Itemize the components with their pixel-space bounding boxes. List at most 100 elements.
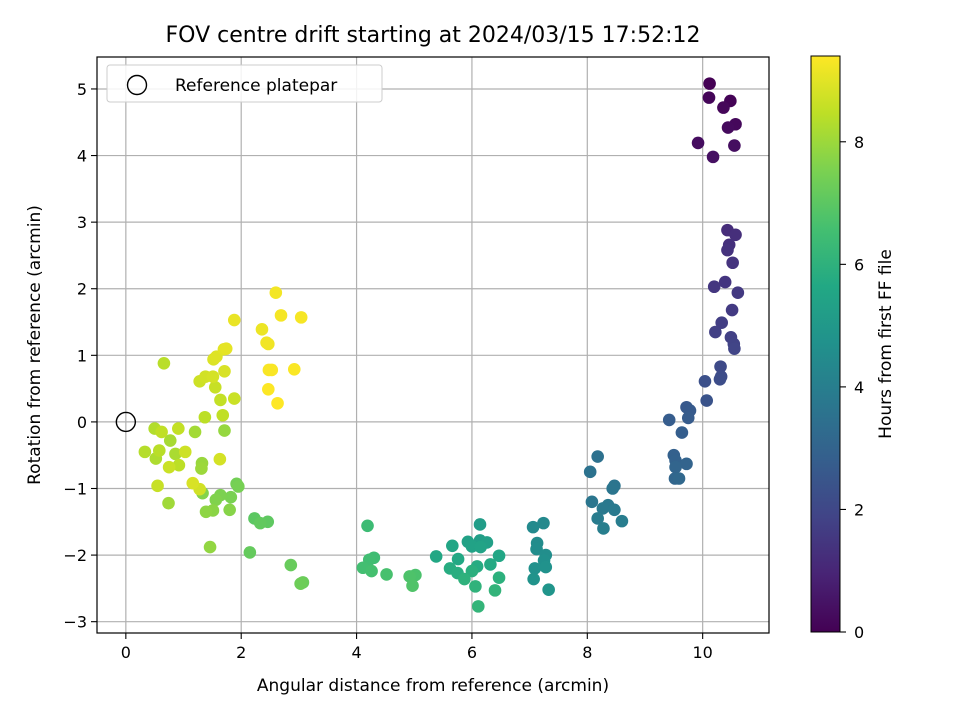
y-tick-label: 2 bbox=[77, 280, 87, 299]
y-tick-label: 4 bbox=[77, 147, 87, 166]
scatter-point bbox=[152, 444, 166, 457]
scatter-point bbox=[199, 505, 213, 519]
scatter-point bbox=[227, 313, 241, 327]
scatter-point bbox=[606, 482, 619, 495]
scatter-point bbox=[484, 558, 497, 571]
colorbar-ticks: 0 2 4 6 8 bbox=[840, 133, 864, 642]
scatter-point bbox=[155, 425, 168, 439]
scatter-point bbox=[203, 540, 217, 554]
scatter-point bbox=[718, 275, 732, 289]
scatter-point bbox=[232, 480, 245, 493]
y-tick-label: 0 bbox=[77, 413, 87, 432]
scatter-point bbox=[188, 425, 202, 439]
legend-box bbox=[106, 64, 383, 103]
legend: Reference platepar bbox=[106, 64, 383, 103]
scatter-point bbox=[714, 360, 727, 373]
scatter-point bbox=[284, 558, 298, 572]
colorbar: 0 2 4 6 8 Hours from first FF file bbox=[810, 55, 896, 642]
scatter-point bbox=[591, 512, 604, 525]
scatter-point bbox=[253, 516, 267, 530]
scatter-point bbox=[488, 584, 502, 597]
scatter-point bbox=[702, 91, 716, 104]
scatter-point bbox=[265, 363, 279, 377]
scatter-point bbox=[227, 392, 241, 405]
scatter-point bbox=[186, 476, 200, 490]
scatter-point bbox=[365, 564, 378, 578]
scatter-point bbox=[287, 363, 301, 376]
scatter-point bbox=[717, 101, 730, 114]
legend-reference-marker bbox=[126, 74, 148, 96]
x-tick-label: 6 bbox=[467, 643, 477, 662]
scatter-point bbox=[169, 447, 182, 461]
scatter-point bbox=[178, 445, 192, 459]
scatter-point bbox=[725, 303, 739, 317]
scatter-point bbox=[608, 503, 621, 517]
reference-layer bbox=[115, 411, 137, 433]
scatter-point bbox=[465, 564, 479, 578]
scatter-point bbox=[162, 496, 175, 510]
y-tick-label: −1 bbox=[63, 480, 87, 499]
scatter-point bbox=[615, 514, 629, 528]
scatter-point bbox=[469, 580, 482, 593]
scatter-point bbox=[262, 382, 275, 396]
scatter-point bbox=[729, 228, 742, 242]
scatter-point bbox=[151, 479, 164, 493]
scatter-point bbox=[380, 568, 393, 581]
scatter-point bbox=[709, 325, 722, 339]
colorbar-gradient bbox=[810, 55, 841, 633]
scatter-point bbox=[597, 522, 610, 535]
scatter-point bbox=[214, 393, 227, 407]
x-tick-label: 4 bbox=[351, 643, 361, 662]
scatter-point bbox=[707, 280, 721, 294]
scatter-point bbox=[274, 309, 288, 322]
scatter-point bbox=[492, 571, 506, 585]
y-tick-label: −2 bbox=[63, 546, 87, 565]
colorbar-tick-label: 4 bbox=[854, 378, 864, 397]
y-tick-label: −3 bbox=[63, 613, 87, 632]
scatter-point bbox=[675, 426, 689, 439]
scatter-point bbox=[163, 434, 177, 447]
scatter-point bbox=[198, 410, 212, 424]
scatter-point bbox=[206, 370, 220, 383]
scatter-point bbox=[691, 136, 705, 150]
scatter-point bbox=[700, 394, 714, 407]
scatter-point bbox=[219, 342, 233, 355]
plot-frame bbox=[96, 56, 770, 634]
x-tick-label: 2 bbox=[236, 643, 246, 662]
scatter-point bbox=[157, 357, 171, 370]
scatter-point bbox=[726, 256, 739, 270]
scatter-point bbox=[271, 396, 284, 410]
scatter-point bbox=[474, 540, 487, 554]
scatter-point bbox=[528, 562, 542, 575]
scatter-point bbox=[172, 458, 186, 472]
y-tick-label: 5 bbox=[77, 80, 87, 99]
scatter-point bbox=[218, 365, 231, 378]
scatter-point bbox=[216, 408, 230, 422]
scatter-point bbox=[294, 311, 308, 324]
scatter-point bbox=[591, 450, 604, 463]
chart-title: FOV centre drift starting at 2024/03/15 … bbox=[166, 23, 701, 48]
scatter-point bbox=[583, 465, 597, 479]
scatter-point bbox=[446, 539, 459, 553]
scatter-point bbox=[526, 520, 540, 534]
x-axis-label: Angular distance from reference (arcmin) bbox=[257, 676, 609, 696]
scatter-point bbox=[224, 490, 238, 504]
scatter-point bbox=[209, 493, 223, 507]
scatter-point bbox=[429, 550, 443, 563]
scatter-point bbox=[728, 342, 741, 355]
scatter-point bbox=[269, 286, 283, 300]
colorbar-tick-label: 8 bbox=[854, 133, 864, 152]
colorbar-label: Hours from first FF file bbox=[876, 249, 896, 439]
legend-entry: Reference platepar bbox=[175, 76, 337, 96]
y-axis: −3 −2 −1 0 1 2 3 4 5 bbox=[63, 80, 97, 632]
scatter-point bbox=[681, 411, 695, 425]
scatter-point bbox=[672, 472, 686, 485]
scatter-point bbox=[471, 600, 485, 613]
scatter-point bbox=[492, 549, 506, 563]
scatter-point bbox=[361, 519, 374, 533]
scatter-point bbox=[473, 518, 487, 531]
scatter-point bbox=[406, 579, 419, 593]
scatter-point bbox=[542, 583, 555, 597]
y-axis-label: Rotation from reference (arcmin) bbox=[25, 205, 45, 485]
scatter-point bbox=[680, 457, 693, 471]
